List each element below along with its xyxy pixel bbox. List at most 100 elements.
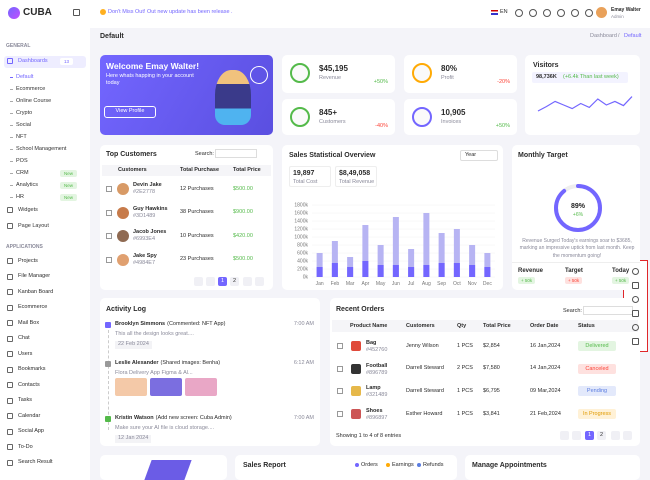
menu-item[interactable]: Chat xyxy=(18,335,30,341)
page-number[interactable]: 1 xyxy=(587,432,592,438)
page-prev[interactable] xyxy=(206,277,215,286)
toolbar-icon[interactable] xyxy=(632,282,639,289)
menu-item[interactable]: Ecommerce xyxy=(18,304,48,310)
menu-item[interactable]: Dashboards xyxy=(18,57,48,64)
menu-item[interactable]: Mail Box xyxy=(18,319,40,326)
activity-text: Make sure your AI file is cloud storage.… xyxy=(115,425,215,431)
page-number[interactable]: 2 xyxy=(232,278,237,284)
menu-item[interactable]: Crypto xyxy=(16,109,33,116)
row-checkbox[interactable] xyxy=(106,233,112,239)
topbar-icon[interactable] xyxy=(557,9,565,17)
toolbar-icon[interactable] xyxy=(632,296,639,303)
menu-item[interactable]: CRM xyxy=(16,169,29,176)
topbar-icon[interactable] xyxy=(571,9,579,17)
toolbar-icon[interactable] xyxy=(632,268,639,275)
menu-item[interactable]: Widgets xyxy=(18,206,38,213)
menu-item[interactable]: Bookmarks xyxy=(18,366,46,372)
visitors-card xyxy=(525,55,640,135)
menu-item[interactable]: Tasks xyxy=(18,397,33,403)
page-number[interactable]: 2 xyxy=(599,432,604,438)
shared-image[interactable] xyxy=(115,378,147,396)
menu-item[interactable]: HR xyxy=(16,193,24,200)
menu-item[interactable]: Social xyxy=(16,121,31,128)
order-status: Canceled xyxy=(578,363,616,374)
menu-item[interactable]: Page Layout xyxy=(18,222,49,229)
menu-dash xyxy=(10,173,13,174)
menu-item[interactable]: Calendar xyxy=(18,412,41,419)
period-select[interactable] xyxy=(460,150,498,161)
menu-item[interactable]: Search Result xyxy=(18,459,53,465)
topbar-icon[interactable] xyxy=(515,9,523,17)
menu-item[interactable]: Contacts xyxy=(18,381,40,388)
toolbar-icon[interactable] xyxy=(632,310,639,317)
page-prev[interactable] xyxy=(572,431,581,440)
page-next[interactable] xyxy=(623,431,632,440)
row-checkbox[interactable] xyxy=(337,365,343,372)
menu-item[interactable]: Online Course xyxy=(16,97,52,104)
language[interactable]: EN xyxy=(500,9,508,15)
bar xyxy=(347,267,354,277)
menu-item[interactable]: Projects xyxy=(18,257,38,264)
page-next[interactable] xyxy=(243,277,252,286)
search-input[interactable] xyxy=(583,306,633,315)
product-icon xyxy=(351,363,361,374)
page-button[interactable] xyxy=(597,431,606,440)
page-number[interactable]: 1 xyxy=(220,278,225,284)
topbar-icon[interactable] xyxy=(543,9,551,17)
menu-item[interactable]: To-Do xyxy=(18,443,33,450)
page-button[interactable] xyxy=(218,277,227,286)
menu-item[interactable]: NFT xyxy=(16,133,27,140)
menu-item[interactable]: Kanban Board xyxy=(18,288,54,295)
bar xyxy=(484,253,491,277)
customer-avatar xyxy=(117,230,129,242)
shared-image[interactable] xyxy=(150,378,182,396)
row-checkbox[interactable] xyxy=(106,186,112,192)
view-profile-button[interactable] xyxy=(104,106,156,118)
page-prev[interactable] xyxy=(560,431,569,440)
menu-item[interactable]: Ecommerce xyxy=(16,85,46,92)
page-next[interactable] xyxy=(255,277,264,286)
bar xyxy=(438,233,445,277)
page-next[interactable] xyxy=(611,431,620,440)
search-input[interactable] xyxy=(215,149,257,158)
page-button[interactable] xyxy=(585,431,594,440)
visitors-total: 98,736K xyxy=(536,74,557,80)
bar xyxy=(453,229,460,277)
topbar-icon[interactable] xyxy=(529,9,537,17)
order-customer: Esther Howard xyxy=(406,410,443,417)
divider xyxy=(512,262,640,263)
breadcrumb[interactable]: Dashboard xyxy=(590,33,617,39)
menu-item[interactable]: Default xyxy=(16,73,34,80)
toolbar-icon[interactable] xyxy=(632,324,639,331)
activity-heading: Kristin Watson (Add new screen: Cuba Admi… xyxy=(115,415,285,423)
stat-icon xyxy=(412,63,432,83)
menu-item[interactable]: File Manager xyxy=(18,273,51,279)
page-button[interactable] xyxy=(230,277,239,286)
menu-item[interactable]: School Management xyxy=(16,145,67,152)
card-title: Manage Appointments xyxy=(472,462,547,469)
topbar-icon[interactable] xyxy=(585,9,593,17)
row-checkbox[interactable] xyxy=(106,209,112,216)
button-label[interactable]: View Profile xyxy=(115,108,145,114)
row-checkbox[interactable] xyxy=(337,411,343,418)
column-header: Product Name xyxy=(350,323,388,329)
menu-item[interactable]: Social App xyxy=(18,428,44,434)
page-prev[interactable] xyxy=(194,277,203,286)
toolbar-icon[interactable] xyxy=(632,338,639,345)
row-checkbox[interactable] xyxy=(337,388,343,395)
menu-item[interactable]: Analytics xyxy=(16,181,39,188)
menu-toggle[interactable] xyxy=(73,9,80,16)
shared-image[interactable] xyxy=(185,378,217,396)
menu-item[interactable]: Users xyxy=(18,350,33,357)
stat-icon xyxy=(412,107,432,127)
row-checkbox[interactable] xyxy=(337,343,343,349)
row-checkbox[interactable] xyxy=(106,256,112,263)
product-id: #896789 xyxy=(366,369,388,376)
menu-item[interactable]: POS xyxy=(16,157,28,164)
section-title: APPLICATIONS xyxy=(6,244,43,250)
user-name: Emay Walter xyxy=(611,7,641,13)
target-stat-label: Revenue xyxy=(518,268,544,274)
period-label[interactable]: Year xyxy=(465,152,477,158)
avatar[interactable] xyxy=(596,7,607,18)
product-icon xyxy=(351,409,361,420)
